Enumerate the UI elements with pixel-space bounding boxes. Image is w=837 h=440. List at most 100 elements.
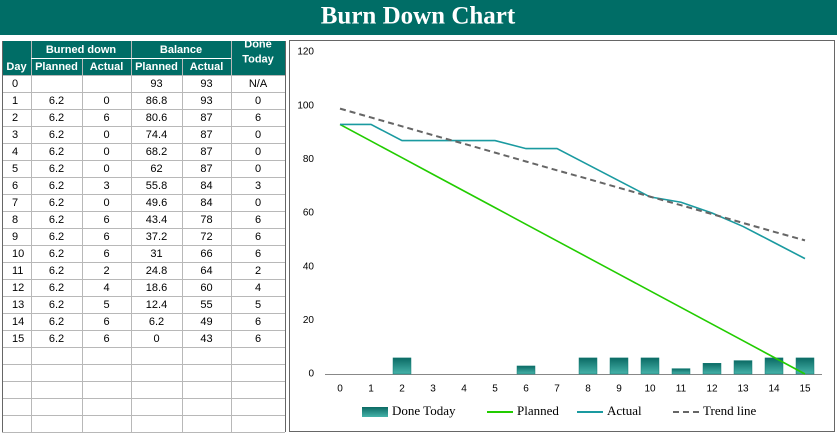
table-cell: 49: [200, 316, 212, 328]
table-cell: 55.8: [146, 180, 167, 192]
table-cell: 24.8: [146, 265, 167, 277]
table-cell: 62: [150, 163, 162, 175]
table-cell: 55: [200, 299, 212, 311]
bar: [795, 357, 815, 375]
x-tick-label: 3: [430, 384, 436, 395]
table-cell: 68.2: [146, 146, 167, 158]
table-cell: 0: [255, 163, 261, 175]
table-cell: 6: [12, 180, 18, 192]
table-cell: 13: [12, 299, 24, 311]
bar: [609, 357, 629, 375]
table-cell: 31: [150, 248, 162, 260]
bar: [702, 363, 722, 375]
y-tick-label: 20: [303, 315, 315, 326]
table-cell: 15: [12, 333, 24, 345]
table-cell: 86.8: [146, 95, 167, 107]
table-cell: 43.4: [146, 214, 167, 226]
table-cell: 0: [255, 197, 261, 209]
table-cell: 14: [12, 316, 24, 328]
table-cell: 11: [12, 265, 23, 277]
table-cell: 6.2: [49, 231, 64, 243]
table-cell: 6: [103, 316, 109, 328]
line: [339, 123, 806, 375]
legend-label: Planned: [517, 403, 559, 418]
bar: [671, 368, 691, 375]
table-cell: 0: [103, 129, 109, 141]
table-cell: 37.2: [146, 231, 167, 243]
table-cell: 6.2: [49, 197, 64, 209]
x-tick-label: 6: [523, 384, 529, 395]
x-tick-label: 14: [768, 384, 780, 395]
table-cell: 0: [103, 197, 109, 209]
table-cell: 2: [255, 265, 261, 277]
table-cell: 6.2: [49, 316, 64, 328]
table-cell: 5: [12, 163, 18, 175]
table-cell: 12.4: [146, 299, 167, 311]
table-cell: 1: [12, 95, 18, 107]
table-cell: 6.2: [49, 265, 64, 277]
column-header: Day: [6, 61, 27, 73]
table-cell: 87: [200, 163, 212, 175]
table-cell: 93: [200, 95, 212, 107]
x-tick-label: 10: [644, 384, 656, 395]
bar: [733, 360, 753, 375]
table-cell: 66: [200, 248, 212, 260]
table-cell: 6.2: [149, 316, 164, 328]
legend-label: Trend line: [703, 403, 757, 418]
y-tick-label: 0: [308, 369, 314, 380]
table-cell: 0: [255, 146, 261, 158]
x-tick-label: 2: [399, 384, 405, 395]
table-cell: 6.2: [49, 248, 64, 260]
x-tick-label: 5: [492, 384, 498, 395]
table-cell: 7: [12, 197, 18, 209]
table-cell: 6: [255, 231, 261, 243]
table-cell: 87: [200, 146, 212, 158]
y-tick-label: 40: [303, 261, 315, 272]
table-cell: 6.2: [49, 129, 64, 141]
table-cell: 87: [200, 129, 212, 141]
table-cell: 64: [200, 265, 212, 277]
legend-label: Done Today: [392, 403, 456, 418]
bar: [578, 357, 598, 375]
table-cell: 78: [200, 214, 212, 226]
x-tick-label: 9: [616, 384, 622, 395]
table-cell: 6: [255, 333, 261, 345]
x-tick-label: 0: [337, 384, 343, 395]
table-cell: 6.2: [49, 95, 64, 107]
table-cell: N/A: [249, 78, 268, 90]
bar: [516, 365, 536, 375]
table-cell: 6: [255, 316, 261, 328]
table-cell: 3: [255, 180, 261, 192]
chart-frame: [289, 40, 835, 432]
table-cell: 6: [255, 214, 261, 226]
table-cell: 6: [103, 112, 109, 124]
table-cell: 87: [200, 112, 212, 124]
table-cell: 6: [255, 112, 261, 124]
group-header: Done Today: [242, 38, 274, 65]
x-tick-label: 8: [585, 384, 591, 395]
x-tick-label: 1: [368, 384, 374, 395]
table-cell: 6.2: [49, 180, 64, 192]
column-header: Actual: [190, 61, 224, 73]
bar: [640, 357, 660, 375]
table-cell: 6.2: [49, 146, 64, 158]
legend-label: Actual: [607, 403, 642, 418]
column-header: Planned: [135, 61, 178, 73]
x-tick-label: 13: [737, 384, 749, 395]
table-cell: 84: [200, 197, 212, 209]
table-cell: 3: [12, 129, 18, 141]
table-cell: 0: [255, 95, 261, 107]
table-cell: 6: [103, 214, 109, 226]
table-cell: 2: [103, 265, 109, 277]
table-cell: 0: [103, 95, 109, 107]
column-header: Planned: [35, 61, 78, 73]
table-cell: 10: [12, 248, 24, 260]
table-cell: 6.2: [49, 333, 64, 345]
table-cell: 6.2: [49, 282, 64, 294]
table-cell: 80.6: [146, 112, 167, 124]
x-tick-label: 11: [676, 384, 687, 395]
table-cell: 93: [150, 78, 162, 90]
table-cell: 6: [103, 248, 109, 260]
y-tick-label: 80: [303, 154, 315, 165]
table-cell: 93: [200, 78, 212, 90]
